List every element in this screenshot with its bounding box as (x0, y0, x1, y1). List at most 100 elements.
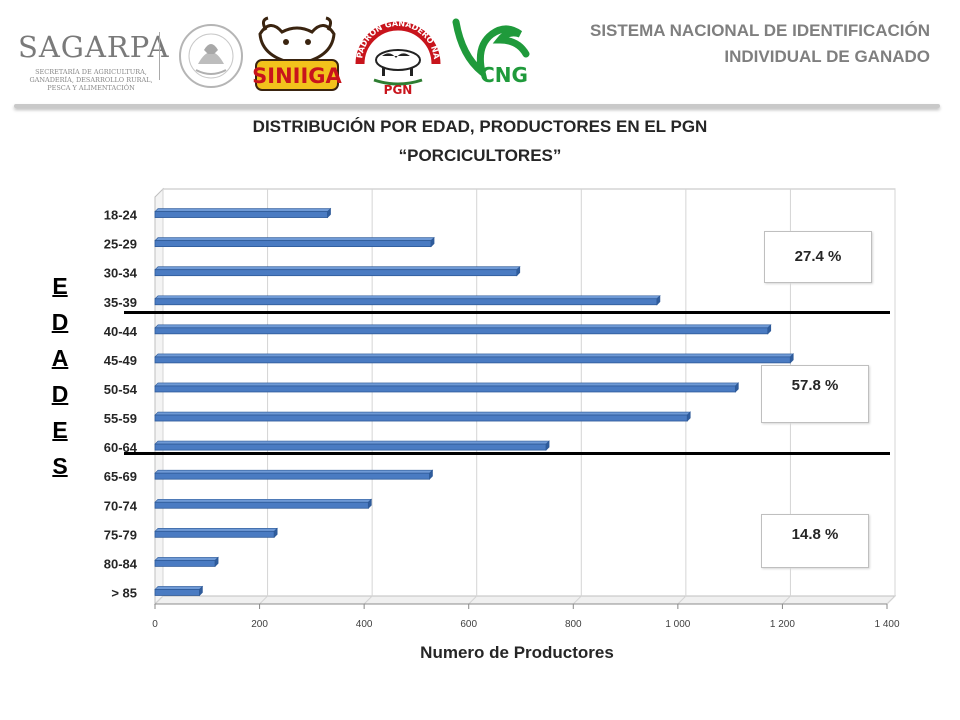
bar-top-face (154, 353, 794, 358)
bar-end-face (199, 585, 203, 597)
separator-line-upper (124, 311, 890, 314)
chart-title-line2: “PORCICULTORES” (398, 146, 562, 165)
x-grid-floor-line (886, 595, 896, 605)
x-tick-label: 1 000 (665, 619, 690, 630)
sagarpa-subtitle: SECRETARÍA DE AGRICULTURA, GANADERÍA, DE… (29, 68, 153, 92)
bar-end-face (273, 527, 278, 539)
bar-top-face (154, 498, 373, 503)
x-tick-label: 200 (251, 619, 268, 630)
bar (154, 501, 369, 509)
x-tick-label: 0 (152, 619, 158, 630)
bar (154, 414, 688, 422)
x-grid-floor-line (363, 595, 373, 605)
y-category-label: 80-84 (104, 556, 138, 571)
x-tick-label: 800 (565, 619, 582, 630)
percent-box-young: 27.4 % (764, 231, 872, 283)
y-category-label: 25-29 (104, 237, 137, 252)
plot-side-wall (154, 187, 164, 606)
x-grid-floor-line (572, 595, 582, 605)
y-axis-title-letter: S (52, 453, 68, 479)
bar-top-face (154, 324, 772, 329)
bar-end-face (516, 265, 521, 277)
y-category-label: 55-59 (104, 411, 137, 426)
bar (154, 589, 200, 596)
x-grid-floor-line (259, 595, 268, 605)
bar-top-face (154, 237, 435, 241)
bar (154, 443, 547, 451)
y-category-label: 45-49 (104, 353, 137, 368)
x-grid-floor-line (154, 595, 164, 605)
x-tick-label: 1 200 (770, 619, 795, 630)
sagarpa-logo: SAGARPA SECRETARÍA DE AGRICULTURA, GANAD… (14, 30, 169, 94)
y-category-label: 50-54 (104, 382, 138, 397)
bar (154, 327, 769, 335)
percent-box-old: 14.8 % (761, 514, 869, 568)
bar-top-face (154, 208, 332, 212)
bar-end-face (656, 295, 661, 306)
bar (154, 559, 216, 567)
bar-top-face (154, 586, 204, 590)
bar (154, 269, 518, 277)
bar-end-face (429, 469, 433, 480)
separator-line-lower (124, 452, 890, 455)
bar (154, 472, 430, 480)
y-category-label: 40-44 (104, 324, 138, 339)
logo-divider (159, 32, 160, 80)
bar-end-face (327, 207, 331, 219)
bar-end-face (545, 440, 550, 451)
x-grid-floor-line (677, 595, 687, 605)
y-axis-title-letter: A (51, 345, 69, 371)
bar (154, 385, 736, 393)
bar-top-face (154, 557, 219, 561)
y-category-label: 30-34 (104, 266, 138, 281)
bar (154, 240, 432, 248)
y-axis-title-letter: E (52, 417, 68, 443)
bar (154, 530, 275, 538)
siniiga-text: SINIIGA (252, 64, 342, 88)
bar-top-face (154, 528, 278, 532)
sagarpa-name: SAGARPA (18, 30, 170, 64)
bar-end-face (686, 411, 691, 422)
y-axis-title-letter: E (52, 273, 68, 299)
bar-top-face (154, 411, 691, 416)
cng-text: CNG (480, 63, 528, 87)
x-tick-label: 1 400 (874, 619, 899, 630)
y-category-label: 35-39 (104, 295, 137, 310)
bar-top-face (154, 266, 521, 270)
system-title-line2: INDIVIDUAL DE GANADO (724, 47, 930, 66)
pgn-text: PGN (384, 83, 413, 96)
y-category-label: 65-69 (104, 469, 137, 484)
y-category-label: 60-64 (104, 440, 138, 455)
bar (154, 211, 328, 218)
bar-top-face (154, 295, 661, 300)
header: SAGARPA SECRETARÍA DE AGRICULTURA, GANAD… (0, 0, 960, 110)
system-title-line1: SISTEMA NACIONAL DE IDENTIFICACIÓN (589, 21, 930, 40)
x-tick-label: 400 (356, 619, 373, 630)
x-grid-floor-line (782, 595, 791, 605)
pgn-logo: PADRÓN GANADERO NACIONAL PGN (352, 14, 441, 96)
bar-top-face (154, 440, 550, 445)
siniiga-logo: SINIIGA (252, 16, 342, 91)
y-axis-title-letter: D (51, 309, 69, 335)
system-title: SISTEMA NACIONAL DE IDENTIFICACIÓN INDIV… (590, 18, 930, 70)
x-tick-label: 600 (460, 619, 477, 630)
cng-logo: CNG (452, 18, 530, 87)
y-axis-title-letter: D (51, 381, 69, 407)
bar-end-face (767, 324, 772, 335)
y-category-label: 70-74 (104, 498, 138, 513)
x-grid-floor-line (468, 595, 478, 605)
bar-end-face (368, 498, 372, 509)
bar-end-face (214, 556, 219, 568)
bar-end-face (789, 353, 794, 364)
bar-end-face (430, 236, 435, 248)
x-axis-title: Numero de Productores (420, 643, 614, 662)
percent-box-middle: 57.8 % (761, 365, 869, 423)
bar-top-face (154, 469, 434, 474)
bar-top-face (154, 382, 740, 387)
bar (154, 356, 791, 364)
y-category-label: 75-79 (104, 527, 137, 542)
y-category-label: > 85 (111, 585, 137, 600)
mexico-seal-icon (179, 24, 243, 88)
